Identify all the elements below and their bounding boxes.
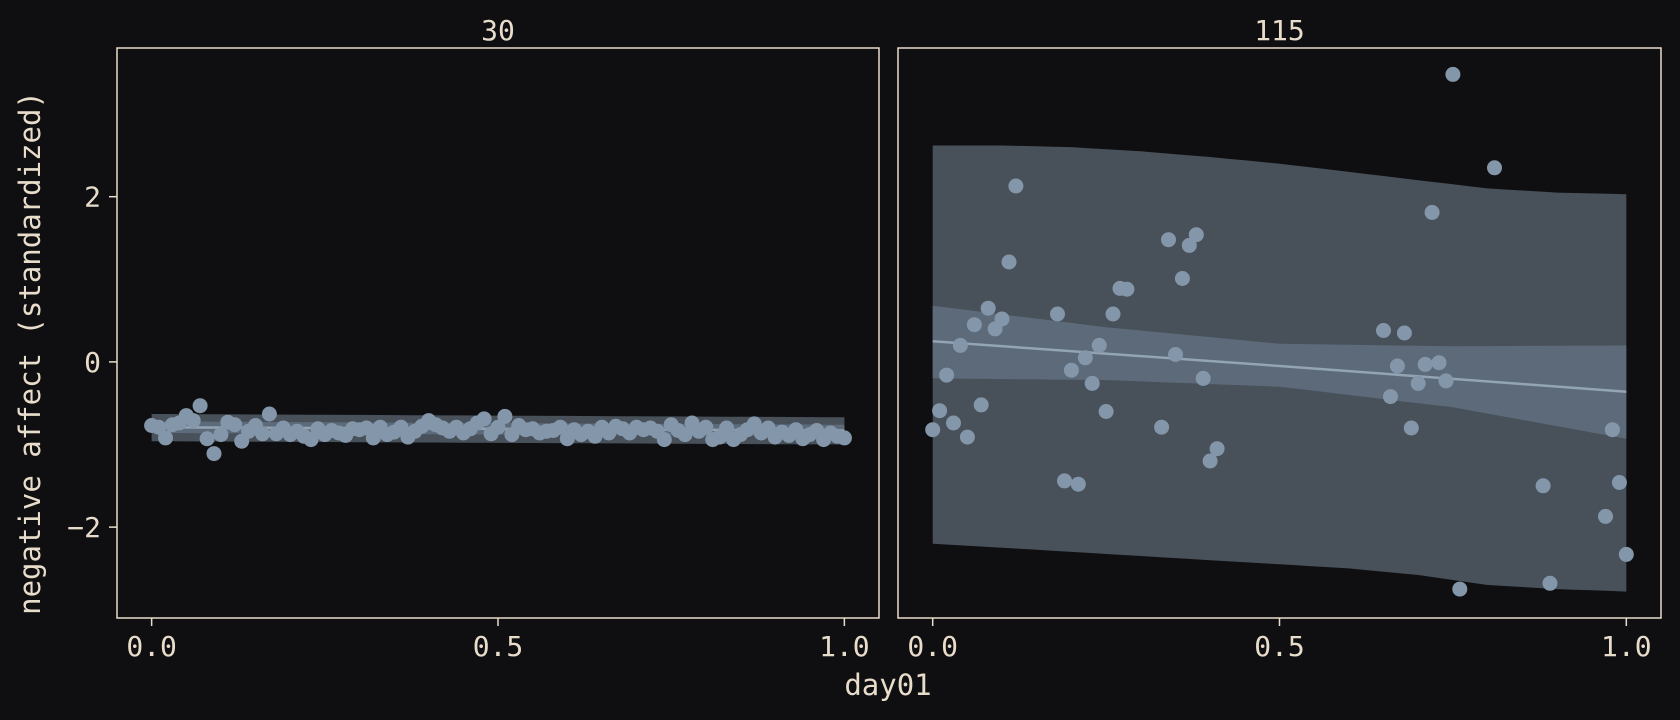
data-point (1181, 237, 1197, 253)
data-point (1202, 453, 1218, 469)
data-point (698, 419, 714, 435)
data-point (1195, 370, 1211, 386)
data-point (1001, 254, 1017, 270)
data-point (939, 367, 955, 383)
data-point (1410, 375, 1426, 391)
data-point (261, 406, 277, 422)
panel-30: 30 0.0 0.5 1.0 −2 0 2 (67, 14, 880, 663)
y-tick-label: 0 (84, 346, 101, 379)
data-point (1168, 347, 1183, 362)
data-point (836, 430, 852, 446)
data-point (158, 430, 173, 446)
data-point (1542, 575, 1558, 591)
x-axis-label: day01 (844, 668, 931, 702)
panel-115: 115 0.0 0.5 1.0 (897, 14, 1662, 663)
data-point (1424, 204, 1440, 220)
data-point (1050, 306, 1065, 322)
data-point (1431, 355, 1447, 371)
data-point (303, 432, 319, 448)
data-point (959, 429, 975, 445)
data-point (185, 413, 201, 429)
data-point (1209, 441, 1225, 457)
plot-area (144, 398, 852, 462)
data-point (1389, 358, 1405, 374)
data-point (1417, 356, 1433, 372)
data-point (925, 422, 941, 438)
data-point (1452, 581, 1468, 597)
data-point (1084, 375, 1100, 391)
data-point (946, 415, 961, 431)
data-point (1618, 546, 1634, 562)
data-point (1487, 160, 1502, 176)
y-tick-label: −2 (67, 511, 101, 544)
data-point (656, 432, 672, 448)
data-point (476, 411, 492, 427)
panel-title: 30 (481, 14, 515, 47)
data-point (1154, 419, 1170, 435)
y-axis-label: negative affect (standardized) (13, 91, 47, 615)
data-point (1098, 404, 1114, 419)
data-point (1376, 323, 1391, 338)
data-point (1161, 232, 1176, 248)
data-point (1057, 473, 1072, 489)
data-point (552, 419, 568, 435)
data-point (365, 430, 381, 446)
data-point (1105, 306, 1121, 322)
fit-line (932, 340, 1627, 393)
plot-area (925, 66, 1634, 597)
data-point (1091, 337, 1107, 353)
data-point (980, 300, 996, 316)
data-points (925, 66, 1634, 597)
data-point (192, 398, 208, 414)
panels: 30 0.0 0.5 1.0 −2 0 2 115 0.0 0.5 1.0 (67, 14, 1662, 663)
data-point (199, 431, 215, 447)
data-point (227, 417, 243, 433)
data-point (1070, 476, 1086, 492)
data-point (1604, 422, 1620, 438)
data-point (1396, 325, 1412, 341)
x-tick-label: 0.0 (907, 630, 958, 663)
data-point (1008, 178, 1024, 194)
x-tick-label: 0.5 (473, 630, 524, 663)
data-point (255, 426, 270, 442)
x-tick-label: 1.0 (819, 630, 870, 663)
panel-title: 115 (1254, 14, 1305, 47)
data-point (151, 419, 167, 435)
data-point (206, 446, 222, 462)
x-tick-label: 1.0 (1601, 630, 1652, 663)
data-point (497, 408, 513, 424)
data-point (1403, 420, 1419, 436)
data-point (1063, 362, 1079, 378)
data-points (144, 398, 852, 462)
data-point (1611, 475, 1627, 490)
data-point (952, 337, 968, 353)
y-tick-label: 2 (84, 181, 101, 214)
data-point (490, 419, 506, 435)
data-point (966, 317, 982, 333)
data-point (719, 420, 735, 436)
confidence-band-inner (932, 305, 1627, 439)
data-point (677, 427, 693, 443)
data-point (1174, 271, 1190, 286)
data-point (1598, 508, 1613, 524)
data-point (973, 397, 989, 413)
data-point (994, 311, 1010, 327)
data-point (1535, 478, 1551, 494)
data-point (1077, 350, 1093, 366)
data-point (1438, 373, 1454, 389)
data-point (1188, 227, 1204, 243)
data-point (213, 427, 229, 443)
x-tick-label: 0.5 (1254, 630, 1305, 663)
data-point (1445, 66, 1461, 82)
data-point (1119, 281, 1135, 297)
x-tick-label: 0.0 (126, 630, 177, 663)
data-point (932, 403, 948, 419)
data-point (1383, 389, 1398, 405)
